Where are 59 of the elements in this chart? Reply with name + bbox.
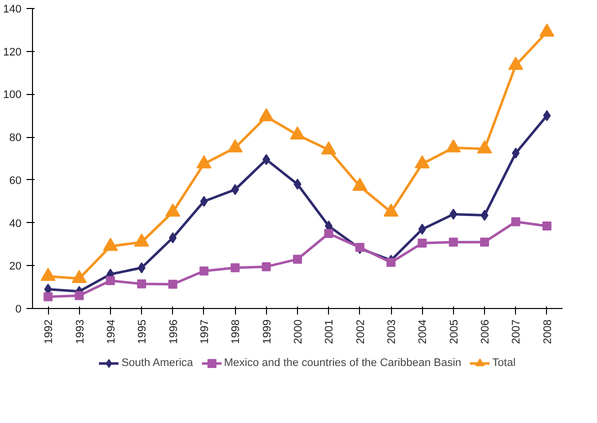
point [262,154,270,166]
legend-label: Mexico and the countries of the Caribbean Basin [224,357,462,369]
point [542,222,552,230]
y-tick-label: 140 [3,4,22,16]
point [386,258,396,267]
legend-label: South America [121,357,194,369]
point [262,262,271,272]
point [511,217,520,226]
point [199,266,208,276]
point [168,232,177,244]
point [137,279,146,288]
point [539,23,554,37]
x-tick-label: 1995 [136,319,149,344]
point [418,224,426,235]
point [477,140,492,154]
point [168,280,178,289]
point [508,56,524,70]
y-tick-label: 120 [3,46,22,58]
x-tick-label: 2008 [542,319,554,344]
point [196,155,212,168]
x-tick-label: 2000 [292,319,304,344]
x-tick-label: 1996 [168,319,180,344]
y-tick-label: 0 [15,304,22,316]
point [448,238,458,247]
point [74,291,84,300]
x-tick-label: 2003 [386,319,398,344]
point [293,254,302,264]
point [512,148,520,159]
x-tick-label: 2006 [480,319,492,344]
point [480,238,490,247]
point [418,238,427,248]
x-tick-label: 1993 [74,319,86,344]
x-tick-label: 2001 [324,319,336,344]
point [44,292,53,302]
x-tick-label: 2005 [448,319,460,344]
y-tick-label: 60 [9,174,22,187]
point [228,139,243,152]
y-tick-label: 100 [3,89,22,102]
point [414,155,430,168]
point [446,139,461,152]
legend-label: Total [492,357,516,369]
x-tick-label: 1992 [43,319,56,344]
y-tick-label: 20 [9,260,22,273]
point [324,229,334,238]
x-tick-label: 1999 [261,319,274,344]
point [106,276,115,286]
y-tick-label: 80 [9,132,22,144]
x-tick-label: 2007 [510,319,523,344]
x-tick-label: 1998 [230,319,242,344]
point [290,126,305,140]
x-tick-label: 1997 [198,319,211,344]
x-tick-label: 1994 [105,319,118,344]
x-tick-label: 2002 [354,319,367,344]
point [230,263,240,272]
y-tick-label: 40 [9,218,22,230]
point [321,141,336,154]
point [352,178,368,191]
x-tick-label: 2004 [417,319,430,344]
point [258,108,274,122]
